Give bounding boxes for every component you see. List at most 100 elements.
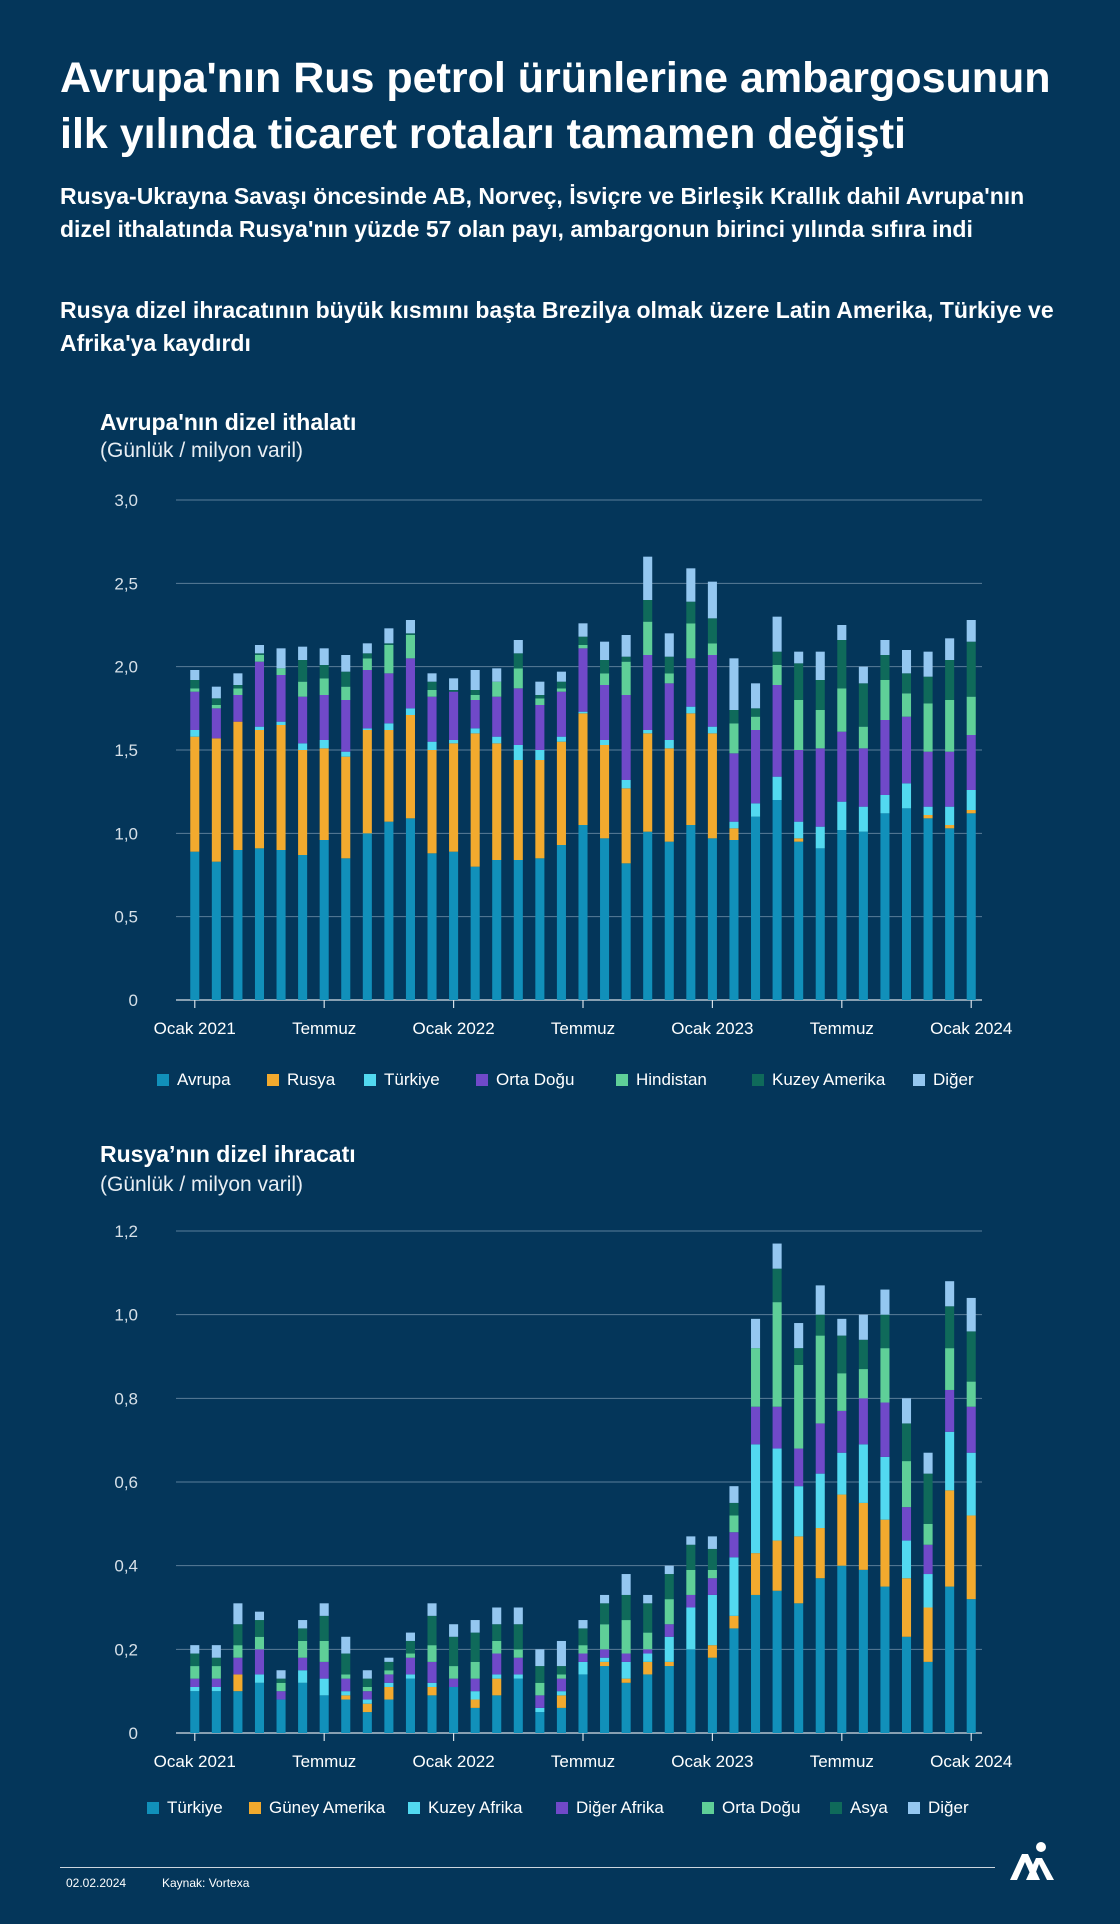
bar-segment-kuzey-amerika <box>384 643 394 645</box>
bar-segment-türkiye <box>276 721 286 725</box>
bar-segment-orta-doğu <box>556 691 566 737</box>
bar-segment-kuzey-amerika <box>772 651 782 665</box>
subtitle-2: Rusya dizel ihracatının büyük kısmını ba… <box>60 297 1054 356</box>
legend-label: Diğer <box>933 1070 974 1089</box>
bar-segment-diğer-afrika <box>621 1653 631 1662</box>
bar-segment-diğer <box>211 686 221 699</box>
bar-segment-orta-doğu <box>578 648 588 712</box>
bar-segment-orta-doğu <box>837 731 847 802</box>
bar-segment-diğer-afrika <box>837 1410 847 1453</box>
bar-segment-avrupa <box>772 800 782 1000</box>
bar-segment-rusya <box>341 756 351 859</box>
bar-segment-kuzey-amerika <box>405 633 415 635</box>
bar-segment-türkiye <box>319 1695 329 1733</box>
bar-segment-diğer-afrika <box>513 1657 523 1675</box>
bar-segment-türkiye <box>578 1674 588 1733</box>
subtitle-1: Rusya-Ukrayna Savaşı öncesinde AB, Norve… <box>60 183 1025 242</box>
bar-segment-diğer-afrika <box>772 1406 782 1449</box>
bar-segment-diğer <box>578 1620 588 1629</box>
bar-segment-avrupa <box>211 861 221 1000</box>
bar-segment-orta-doğu <box>880 1348 890 1403</box>
bar-segment-diğer <box>254 645 265 654</box>
bar-segment-orta-doğu <box>858 748 868 807</box>
bar-segment-diğer <box>643 556 653 600</box>
bar-segment-hindistan <box>319 678 329 695</box>
bar-segment-diğer <box>621 635 631 657</box>
bar-segment-avrupa <box>578 825 588 1000</box>
bar-segment-güney-amerika <box>600 1661 610 1667</box>
aa-logo-icon <box>1010 1842 1054 1880</box>
bar-segment-kuzey-afrika <box>211 1686 221 1692</box>
bar-segment-kuzey-amerika <box>621 656 631 662</box>
bar-segment-türkiye <box>901 1636 912 1733</box>
bar-segment-kuzey-amerika <box>233 685 243 689</box>
bar-segment-diğer <box>535 681 545 695</box>
bar-segment-diğer <box>427 673 437 682</box>
bar-segment-hindistan <box>233 688 243 695</box>
bar-segment-hindistan <box>880 680 890 720</box>
legend-item: Orta Doğu <box>702 1798 800 1817</box>
bar-segment-güney-amerika <box>341 1695 351 1700</box>
bar-segment-rusya <box>362 730 372 834</box>
bar-segment-diğer-afrika <box>211 1678 221 1687</box>
bar-segment-diğer <box>556 671 566 682</box>
bar-segment-güney-amerika <box>384 1686 394 1700</box>
x-tick-label: Temmuz <box>810 1019 874 1038</box>
footer-source: Kaynak: Vortexa <box>162 1876 250 1890</box>
bar-segment-orta-doğu <box>556 1674 566 1679</box>
bar-segment-avrupa <box>254 848 265 1000</box>
bar-segment-kuzey-afrika <box>837 1452 847 1495</box>
bar-segment-kuzey-amerika <box>794 663 804 700</box>
bar-segment-avrupa <box>901 808 912 1000</box>
bar-segment-asya <box>362 1678 372 1687</box>
bar-segment-türkiye <box>190 1691 200 1733</box>
y-tick-label: 0,2 <box>114 1640 138 1659</box>
x-tick-label: Ocak 2022 <box>412 1752 494 1771</box>
bar-segment-orta-doğu <box>621 1620 631 1654</box>
bar-segment-güney-amerika <box>945 1490 955 1587</box>
bar-segment-türkiye <box>276 1699 286 1733</box>
bar-segment-hindistan <box>535 698 545 705</box>
bar-segment-güney-amerika <box>772 1540 782 1591</box>
legend-item: Kuzey Afrika <box>408 1798 523 1817</box>
bar-segment-asya <box>578 1628 588 1646</box>
bar-segment-hindistan <box>211 705 221 709</box>
bar-segment-türkiye <box>556 736 566 742</box>
bar-segment-diğer <box>492 668 502 682</box>
bar-segment-diğer <box>405 620 415 634</box>
bar-segment-avrupa <box>319 840 329 1000</box>
legend-label: Kuzey Amerika <box>772 1070 886 1089</box>
bar-segment-hindistan <box>966 696 976 735</box>
legend-label: Rusya <box>287 1070 336 1089</box>
bar-segment-türkiye <box>729 821 739 829</box>
legend-item: Orta Doğu <box>476 1070 574 1089</box>
y-tick-label: 1,5 <box>114 741 138 760</box>
bar-segment-hindistan <box>815 710 825 749</box>
bar-segment-avrupa <box>535 858 545 1000</box>
bar-segment-orta-doğu <box>254 661 265 727</box>
bar-segment-diğer <box>600 641 610 660</box>
bar-segment-türkiye <box>600 1666 610 1733</box>
bar-segment-avrupa <box>643 831 653 1000</box>
bar-segment-diğer-afrika <box>815 1423 825 1474</box>
bar-segment-orta-doğu <box>837 1373 847 1411</box>
bar-segment-diğer <box>298 646 308 660</box>
bar-segment-avrupa <box>449 851 459 1000</box>
bar-segment-diğer <box>276 1670 286 1679</box>
bar-segment-rusya <box>449 743 459 852</box>
bar-segment-orta-doğu <box>729 1515 739 1533</box>
bar-segment-diğer-afrika <box>664 1624 674 1637</box>
bar-segment-orta-doğu <box>513 688 523 745</box>
bar-segment-diğer <box>794 1323 804 1349</box>
y-tick-label: 3,0 <box>114 491 138 510</box>
bar-segment-kuzey-amerika <box>211 698 221 705</box>
bar-segment-asya <box>621 1594 631 1621</box>
bar-segment-kuzey-afrika <box>966 1452 976 1516</box>
footer-date: 02.02.2024 <box>66 1876 127 1890</box>
legend-swatch <box>830 1802 842 1814</box>
bar-segment-rusya <box>966 810 976 814</box>
bar-segment-asya <box>729 1502 739 1516</box>
bar-segment-orta-doğu <box>945 751 955 807</box>
bar-segment-türkiye <box>923 806 933 815</box>
x-tick-label: Temmuz <box>810 1752 874 1771</box>
